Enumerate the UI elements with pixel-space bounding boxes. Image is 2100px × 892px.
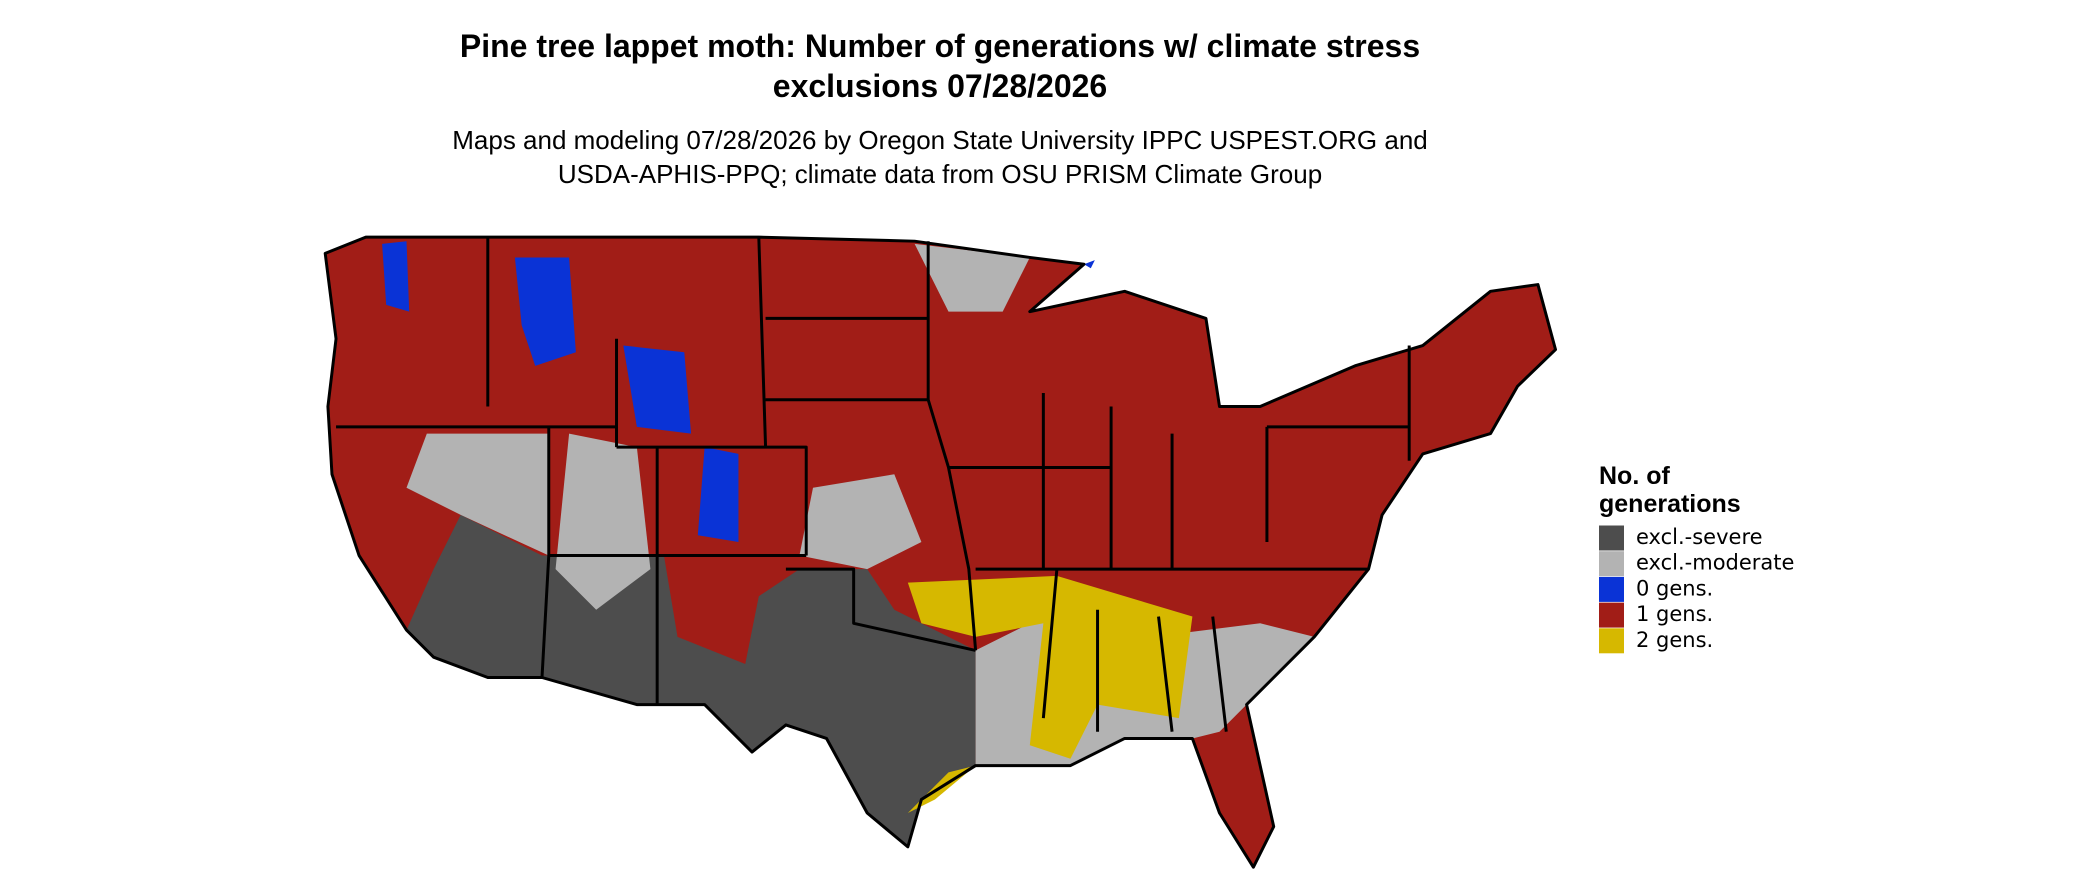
region xyxy=(907,575,1193,759)
subtitle-line: Maps and modeling 07/28/2026 by Oregon S… xyxy=(452,125,1428,155)
legend-label: 2 gens. xyxy=(1636,628,1713,652)
region xyxy=(799,474,922,570)
legend-label: 0 gens. xyxy=(1636,576,1713,600)
legend-title: No. of xyxy=(1599,462,1670,490)
legend-label: excl.-moderate xyxy=(1636,551,1794,575)
title-line: exclusions 07/28/2026 xyxy=(773,68,1107,104)
region xyxy=(406,433,549,556)
region xyxy=(406,514,976,847)
map xyxy=(323,235,1558,869)
region xyxy=(514,257,576,366)
legend-swatch xyxy=(1599,628,1624,654)
legend-swatch xyxy=(1599,525,1624,551)
region xyxy=(697,447,739,542)
region xyxy=(623,345,692,434)
region xyxy=(382,241,410,312)
title-line: Pine tree lappet moth: Number of generat… xyxy=(460,28,1420,64)
legend-swatch xyxy=(1599,602,1624,628)
legend-label: 1 gens. xyxy=(1636,602,1713,626)
legend-title: generations xyxy=(1599,490,1741,518)
legend-swatch xyxy=(1599,576,1624,602)
subtitle-line: USDA-APHIS-PPQ; climate data from OSU PR… xyxy=(558,159,1322,189)
region xyxy=(1084,260,1095,269)
region xyxy=(914,243,1030,312)
legend-label: excl.-severe xyxy=(1636,525,1763,549)
legend-swatch xyxy=(1599,551,1624,577)
state-borders xyxy=(323,235,1558,869)
region xyxy=(555,433,651,610)
